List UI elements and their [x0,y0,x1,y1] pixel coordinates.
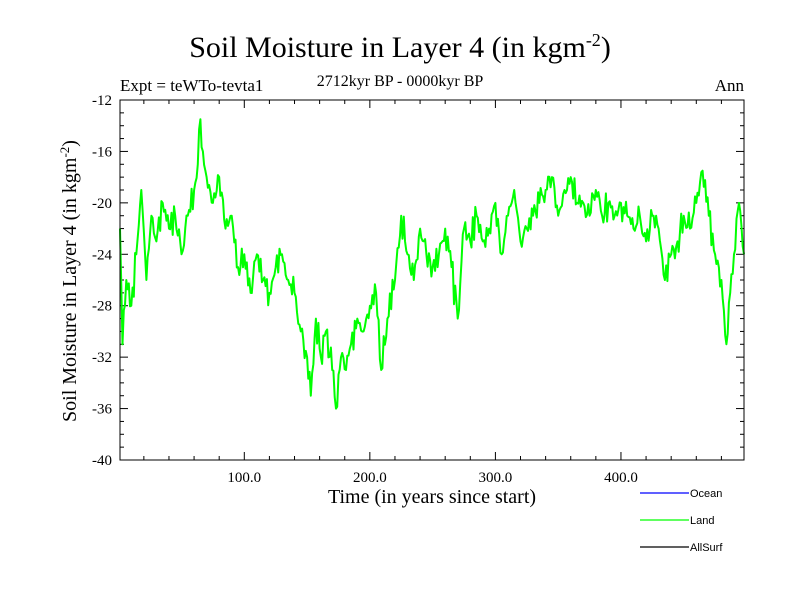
y-tick-label: -36 [92,402,112,418]
y-tick-label: -28 [92,299,112,315]
plot-frame [119,99,745,461]
y-axis-title: Soil Moisture in Layer 4 (in kgm-2) [57,140,82,422]
y-tick-label: -20 [92,196,112,212]
x-tick-labels: 100.0 200.0 300.0 400.0 [227,470,637,486]
x-tick-label: 200.0 [353,470,387,486]
x-tick-label: 300.0 [479,470,513,486]
legend-label-land: Land [690,515,714,527]
series-line-land [119,118,745,410]
experiment-label: Expt = teWTo-tevta1 [120,76,264,95]
legend: Ocean Land AllSurf [640,488,723,554]
x-tick-label: 400.0 [604,470,638,486]
chart-title: Soil Moisture in Layer 4 (in kgm-2) [189,30,611,64]
series-layer [119,118,745,410]
y-tick-label: -32 [92,350,112,366]
legend-label-allsurf: AllSurf [690,542,723,554]
y-tick-label: -40 [92,453,112,469]
y-tick-labels: -40 -36 -32 -28 -24 -20 -16 -12 [92,93,112,469]
y-tick-label: -16 [92,144,112,160]
legend-label-ocean: Ocean [690,488,722,500]
season-label: Ann [714,76,744,95]
y-tick-label: -24 [92,247,112,263]
x-axis-title: Time (in years since start) [328,486,536,508]
x-tick-label: 100.0 [227,470,261,486]
axis-ticks [120,99,744,461]
period-label: 2712kyr BP - 0000kyr BP [316,73,484,90]
y-tick-label: -12 [92,93,112,109]
